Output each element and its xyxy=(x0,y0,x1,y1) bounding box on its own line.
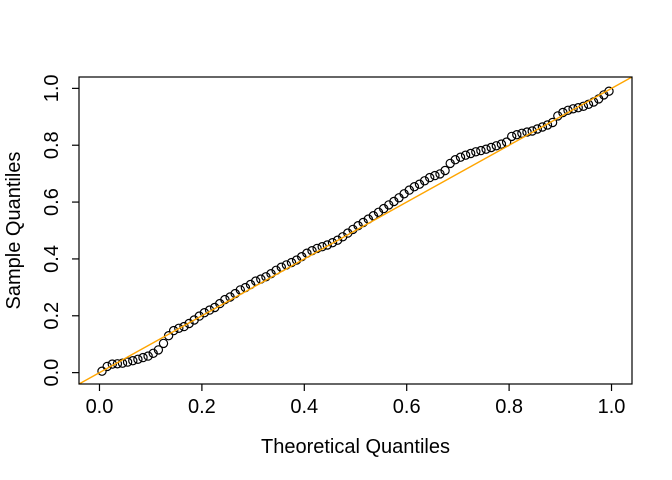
data-point xyxy=(481,144,491,154)
qq-reference-line xyxy=(78,76,633,385)
y-tick-label: 0.6 xyxy=(41,188,63,216)
data-point xyxy=(327,237,338,248)
data-point xyxy=(507,131,517,142)
data-point xyxy=(460,150,471,160)
data-point xyxy=(225,292,235,302)
y-tick-label: 0.4 xyxy=(41,245,63,273)
data-point xyxy=(133,354,143,364)
data-point xyxy=(491,141,501,151)
x-tick-label: 0.4 xyxy=(290,396,318,418)
y-tick-label: 0.0 xyxy=(41,359,63,387)
data-point xyxy=(153,345,164,355)
data-point xyxy=(112,359,123,369)
y-axis-title: Sample Quantiles xyxy=(3,152,25,310)
data-point xyxy=(486,142,496,153)
data-point xyxy=(179,321,189,332)
x-tick-label: 0.2 xyxy=(188,396,216,418)
data-point xyxy=(97,366,107,376)
data-point xyxy=(128,356,138,366)
x-tick-label: 0.0 xyxy=(86,396,114,418)
data-point xyxy=(143,351,153,361)
data-point xyxy=(384,200,394,210)
data-point xyxy=(604,86,614,96)
data-point xyxy=(419,176,430,186)
data-point xyxy=(496,139,507,149)
data-point xyxy=(537,122,548,132)
data-point xyxy=(138,352,148,363)
y-tick-label: 1.0 xyxy=(41,74,63,102)
data-point xyxy=(527,126,537,136)
y-tick-label: 0.8 xyxy=(41,131,63,159)
plot-layer: 0.0 0.2 0.4 0.6 0.8 1.0 0.0 0.2 0.4 0.6 0.8 1.0 xyxy=(41,74,633,418)
y-tick-label: 0.2 xyxy=(41,302,63,330)
data-point xyxy=(471,147,481,157)
data-point xyxy=(107,359,118,369)
x-axis-title: Theoretical Quantiles xyxy=(261,436,450,458)
data-point xyxy=(542,120,553,130)
data-point xyxy=(455,152,466,162)
data-point xyxy=(404,185,414,195)
data-point xyxy=(476,145,486,156)
data-point xyxy=(466,148,476,159)
data-point xyxy=(512,129,522,140)
data-point xyxy=(522,127,532,137)
data-point xyxy=(204,305,215,315)
data-point xyxy=(332,235,343,245)
data-point xyxy=(450,154,460,165)
data-point xyxy=(568,104,578,114)
data-point xyxy=(122,357,133,367)
data-point xyxy=(409,181,420,192)
data-point xyxy=(430,170,440,181)
data-point xyxy=(322,240,332,250)
data-point xyxy=(291,255,302,265)
data-point xyxy=(168,325,179,336)
data-point xyxy=(163,331,174,341)
data-point xyxy=(414,179,425,189)
data-point xyxy=(425,172,435,183)
plot-box xyxy=(78,76,633,385)
data-point xyxy=(547,117,558,128)
data-point xyxy=(158,338,169,349)
data-point xyxy=(573,102,583,113)
data-point xyxy=(440,165,450,176)
data-point xyxy=(174,323,184,333)
x-tick-label: 1.0 xyxy=(598,396,626,418)
x-tick-label: 0.6 xyxy=(393,396,421,418)
data-point xyxy=(532,124,543,134)
data-point xyxy=(194,311,204,321)
x-tick-label: 0.8 xyxy=(495,396,523,418)
data-point xyxy=(583,99,594,110)
data-point xyxy=(435,169,445,179)
